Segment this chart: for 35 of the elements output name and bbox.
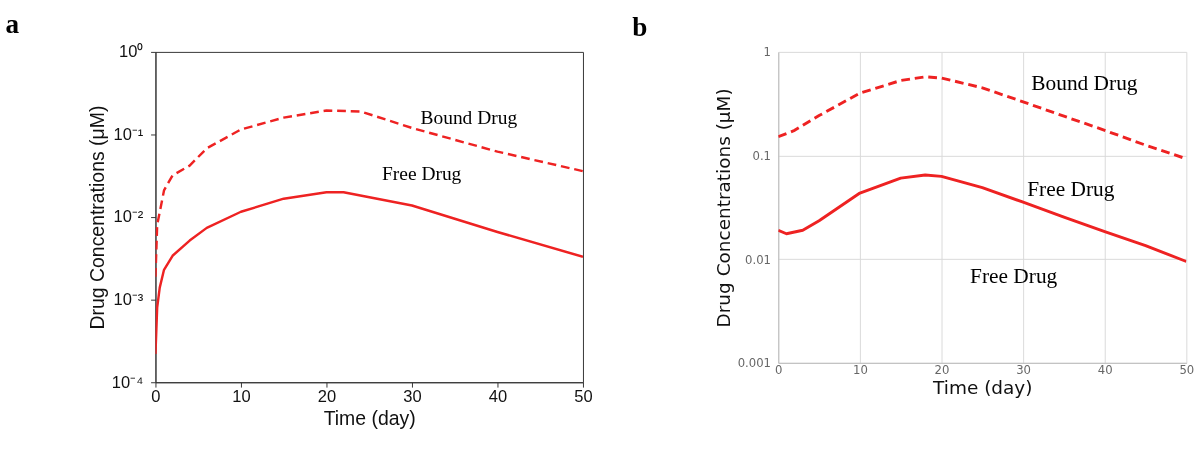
annotation: Bound Drug (1031, 70, 1138, 95)
annotation: Free Drug (1027, 176, 1115, 201)
chart-title: a (5, 9, 20, 40)
chart-title: b (632, 12, 648, 43)
x-tick-label: 40 (488, 387, 508, 406)
x-tick-label: 40 (1097, 363, 1113, 377)
y-tick-label: 10⁰ (118, 42, 144, 61)
x-tick-label: 30 (1016, 363, 1032, 377)
line-series (155, 109, 583, 278)
y-tick-label: 0.01 (745, 252, 771, 267)
y-tick-label: 10⁻² (113, 207, 144, 226)
x-tick-label: 0 (151, 387, 161, 406)
y-tick-label: 10⁻³ (113, 290, 144, 309)
x-axis-title: Time (day) (323, 406, 416, 429)
y-tick-label: 1 (763, 45, 771, 60)
annotation: Free Drug (970, 263, 1058, 288)
x-tick-label: 20 (934, 363, 950, 377)
x-tick-label: 20 (317, 387, 337, 406)
y-tick-label: 10⁻⁴ (111, 372, 144, 391)
annotation: Bound Drug (420, 106, 518, 128)
y-tick-label: 0.1 (752, 148, 771, 163)
line-series (778, 173, 1187, 263)
x-axis-title: Time (day) (932, 377, 1033, 399)
y-tick-label: 0.001 (737, 356, 771, 371)
x-tick-label: 30 (403, 387, 422, 406)
x-tick-label: 10 (232, 387, 251, 406)
x-tick-label: 50 (574, 387, 593, 406)
x-tick-label: 0 (775, 363, 783, 377)
line-series (155, 191, 583, 356)
x-tick-label: 50 (1179, 363, 1195, 377)
x-tick-label: 10 (852, 363, 868, 377)
y-axis-title: Drug Concentrations (μM) (86, 105, 109, 330)
y-tick-label: 10⁻¹ (113, 124, 144, 143)
y-axis-title: Drug Concentrations (μM) (712, 88, 734, 328)
annotation: Free Drug (382, 162, 462, 184)
